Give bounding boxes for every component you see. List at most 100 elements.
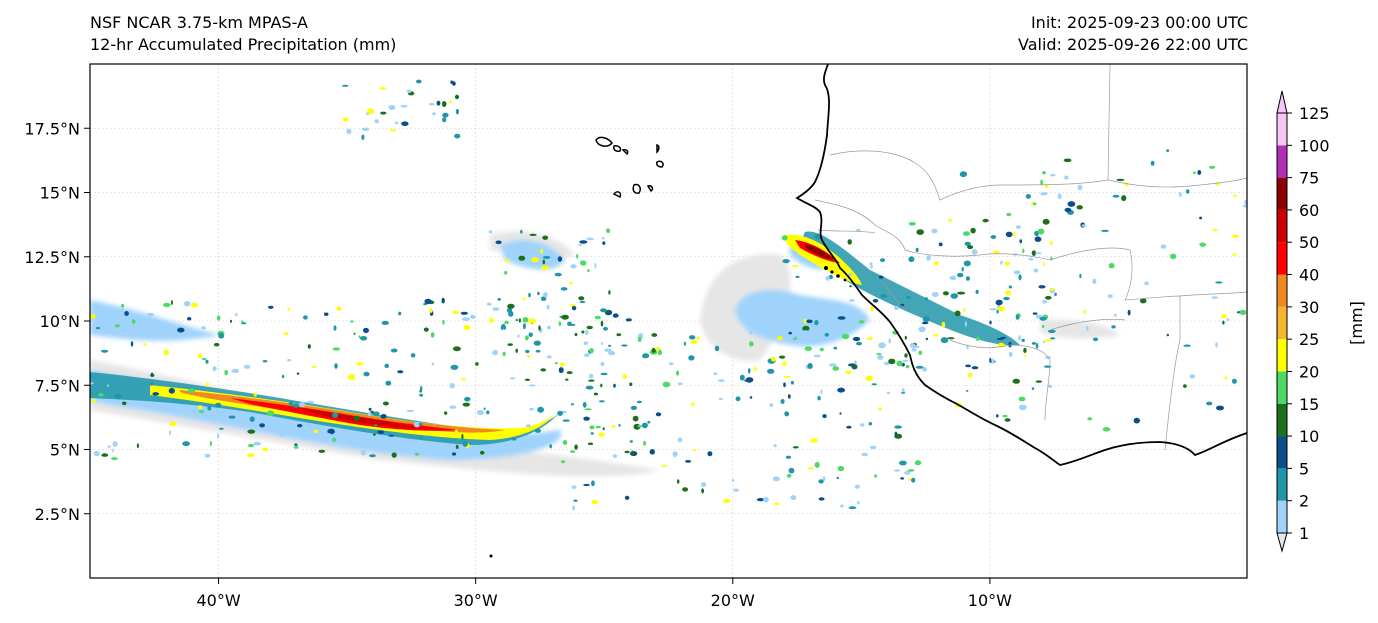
precip-cell bbox=[1008, 285, 1013, 289]
precip-cell bbox=[121, 303, 125, 308]
precip-cell bbox=[677, 437, 683, 443]
precip-cell bbox=[586, 237, 594, 241]
precip-cell bbox=[462, 440, 468, 447]
precip-cell bbox=[749, 341, 754, 347]
precip-cell bbox=[918, 350, 923, 355]
precip-cell bbox=[792, 446, 799, 449]
colorbar-level-label: 125 bbox=[1299, 104, 1330, 123]
precip-cell bbox=[384, 363, 390, 368]
precip-cell bbox=[846, 425, 852, 429]
precip-cell bbox=[836, 476, 839, 479]
init-time: Init: 2025-09-23 00:00 UTC bbox=[1030, 13, 1248, 32]
precip-cell bbox=[566, 371, 573, 375]
precip-area-2mm bbox=[735, 290, 870, 347]
precip-cell bbox=[360, 336, 368, 341]
precip-cell bbox=[661, 464, 667, 467]
precip-cell bbox=[1045, 295, 1052, 300]
colorbar-level-label: 5 bbox=[1299, 459, 1309, 478]
precip-cell bbox=[1107, 294, 1113, 299]
precip-cell bbox=[959, 171, 968, 178]
precip-area-1mm bbox=[1040, 319, 1120, 339]
precip-cell bbox=[701, 488, 704, 494]
precip-cell bbox=[940, 337, 949, 344]
precip-cell bbox=[1221, 314, 1227, 319]
precip-cell bbox=[112, 441, 118, 447]
precip-cell bbox=[570, 403, 574, 406]
precip-cell bbox=[965, 364, 971, 368]
precip-cell bbox=[790, 336, 796, 339]
precip-cell bbox=[554, 362, 558, 365]
precip-cell bbox=[1215, 281, 1223, 284]
precip-cell bbox=[818, 479, 824, 484]
precip-cell bbox=[441, 101, 447, 107]
lat-tick-label: 5°N bbox=[50, 441, 80, 460]
precip-cell bbox=[802, 330, 809, 334]
precip-cell bbox=[463, 324, 470, 331]
precip-cell bbox=[806, 319, 813, 324]
precip-cell bbox=[613, 383, 616, 388]
precip-cell bbox=[593, 392, 599, 396]
precip-cell bbox=[526, 355, 531, 358]
precip-cell bbox=[915, 365, 924, 369]
precip-cell bbox=[571, 306, 577, 311]
precip-cell bbox=[560, 362, 565, 367]
precip-cell bbox=[588, 373, 594, 379]
precip-cell bbox=[677, 382, 683, 386]
lon-tick-label: 40°W bbox=[196, 591, 240, 610]
precip-cell bbox=[1038, 285, 1046, 289]
precip-cell bbox=[931, 228, 938, 234]
precip-cell bbox=[1006, 212, 1012, 217]
precip-cell bbox=[168, 387, 175, 394]
precip-cell bbox=[525, 349, 530, 354]
precip-cell bbox=[894, 305, 899, 311]
precip-cell bbox=[1042, 171, 1046, 175]
colorbar-segment bbox=[1277, 500, 1287, 533]
precip-cell bbox=[205, 359, 209, 364]
precip-cell bbox=[584, 353, 590, 358]
precip-cell bbox=[649, 449, 655, 455]
precip-cell bbox=[429, 102, 435, 106]
precip-cell bbox=[209, 440, 212, 447]
precip-cell bbox=[414, 452, 420, 456]
precip-cell bbox=[1232, 253, 1237, 256]
precip-cell bbox=[90, 314, 96, 319]
precip-cell bbox=[454, 94, 460, 100]
precip-cell bbox=[406, 409, 415, 413]
precip-cell bbox=[616, 333, 622, 337]
precip-cell bbox=[598, 400, 605, 403]
precip-cell bbox=[219, 427, 224, 430]
precip-cell bbox=[549, 444, 552, 449]
precip-cell bbox=[475, 362, 479, 366]
precip-cell bbox=[535, 349, 541, 353]
precip-cell bbox=[321, 438, 328, 443]
precip-cell bbox=[1050, 173, 1056, 177]
precip-cell bbox=[279, 432, 285, 438]
precip-cell bbox=[569, 450, 576, 453]
precip-cell bbox=[608, 344, 612, 347]
precip-cell bbox=[654, 346, 661, 351]
colorbar-segment bbox=[1277, 306, 1287, 340]
precip-cell bbox=[444, 411, 448, 415]
precip-cell bbox=[1014, 270, 1021, 275]
precip-cell bbox=[511, 437, 517, 441]
precip-cell bbox=[1064, 207, 1072, 213]
precipitation-field bbox=[90, 79, 1247, 511]
precip-cell bbox=[795, 275, 800, 279]
precip-cell bbox=[975, 336, 980, 341]
precip-cell bbox=[926, 255, 931, 261]
precip-cell bbox=[452, 310, 459, 314]
precip-cell bbox=[419, 393, 423, 397]
precip-cell bbox=[689, 335, 696, 340]
precip-cell bbox=[562, 419, 570, 422]
precip-cell bbox=[369, 454, 376, 458]
precip-cell bbox=[476, 409, 484, 416]
precip-cell bbox=[1086, 325, 1089, 332]
precip-cell bbox=[783, 375, 791, 378]
precip-cell bbox=[904, 353, 908, 358]
precip-cell bbox=[583, 416, 590, 421]
precip-cell bbox=[780, 399, 785, 404]
precip-cell bbox=[1031, 387, 1035, 390]
precip-cell bbox=[424, 298, 432, 305]
gridlines bbox=[90, 64, 1247, 578]
precip-cell bbox=[1024, 354, 1027, 358]
